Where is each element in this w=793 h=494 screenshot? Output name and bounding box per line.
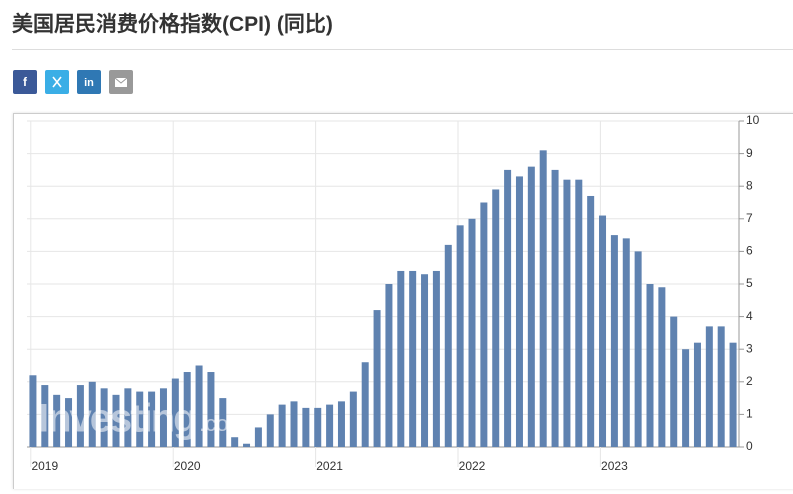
bar (231, 437, 239, 447)
bar (243, 443, 251, 447)
bar (171, 378, 179, 447)
bar (634, 251, 642, 447)
bar (468, 218, 476, 447)
bar (670, 316, 678, 447)
bar (124, 388, 132, 447)
bar (492, 189, 500, 447)
divider (12, 49, 793, 50)
bar (717, 326, 725, 447)
bar (622, 238, 630, 447)
svg-text:f: f (23, 75, 28, 89)
bar (421, 274, 429, 447)
bar (148, 391, 156, 447)
bar (705, 326, 713, 447)
y-tick-label: 9 (746, 146, 753, 160)
bar (53, 394, 61, 447)
x-tick-label: 2022 (459, 459, 486, 473)
bar (219, 398, 227, 447)
bar (563, 179, 571, 447)
bar (729, 342, 737, 447)
y-tick-label: 6 (746, 244, 753, 258)
share-email[interactable] (109, 70, 133, 94)
bar (100, 388, 108, 447)
bar (76, 385, 84, 447)
y-tick-label: 8 (746, 178, 753, 192)
bar (29, 375, 37, 447)
watermark-suffix: .com (199, 411, 247, 436)
bar (266, 414, 274, 447)
bar (314, 407, 322, 447)
y-tick-label: 4 (746, 309, 753, 323)
bar (385, 284, 393, 447)
bar (302, 407, 310, 447)
y-tick-label: 2 (746, 374, 753, 388)
y-tick-label: 5 (746, 276, 753, 290)
y-tick-label: 1 (746, 407, 753, 421)
bar (112, 394, 120, 447)
bar (254, 427, 262, 447)
bar (290, 401, 298, 447)
bar (136, 391, 144, 447)
share-linkedin[interactable]: in (77, 70, 101, 94)
y-tick-label: 0 (746, 439, 753, 453)
x-tick-label: 2021 (316, 459, 343, 473)
share-facebook[interactable]: f (13, 70, 37, 94)
y-tick-label: 3 (746, 341, 753, 355)
bar (195, 365, 203, 447)
bar (159, 388, 167, 447)
bar (409, 270, 417, 447)
bar (207, 372, 215, 447)
x-tick-label: 2019 (31, 459, 58, 473)
svg-text:in: in (84, 77, 94, 89)
bar (587, 195, 595, 447)
bar (682, 349, 690, 447)
bar (480, 202, 488, 447)
chart: 0 1 2 3 4 5 6 7 8 9 10 2019 2020 2021 2022 2023 Investin… (27, 113, 760, 473)
bar (326, 404, 334, 447)
bar (527, 166, 535, 447)
page-title: 美国居民消费价格指数(CPI) (同比) (12, 13, 333, 36)
bar (539, 150, 547, 447)
bar (646, 284, 654, 447)
bar (456, 225, 464, 447)
y-tick-label: 7 (746, 211, 753, 225)
watermark: Investing (38, 397, 196, 441)
chart-frame: 0 1 2 3 4 5 6 7 8 9 10 2019 2020 2021 2022 2023 Investin… (13, 113, 793, 489)
bar (575, 179, 583, 447)
bar (444, 244, 452, 447)
bar (361, 362, 369, 447)
bar (88, 381, 96, 447)
bar (278, 404, 286, 447)
bar (65, 398, 73, 447)
x-tick-label: 2023 (601, 459, 628, 473)
bar (658, 287, 666, 447)
bar (504, 169, 512, 447)
bar (693, 342, 701, 447)
share-x[interactable] (45, 70, 69, 94)
bar (515, 176, 523, 448)
bar (610, 235, 618, 447)
bar (373, 310, 381, 447)
x-tick-label: 2020 (174, 459, 201, 473)
bar (551, 169, 559, 447)
bar (599, 215, 607, 447)
bar (337, 401, 345, 447)
bar (183, 372, 191, 447)
bar (397, 270, 405, 447)
bar (349, 391, 357, 447)
bar (432, 270, 440, 447)
y-tick-label: 10 (746, 114, 760, 127)
bar (41, 385, 49, 447)
